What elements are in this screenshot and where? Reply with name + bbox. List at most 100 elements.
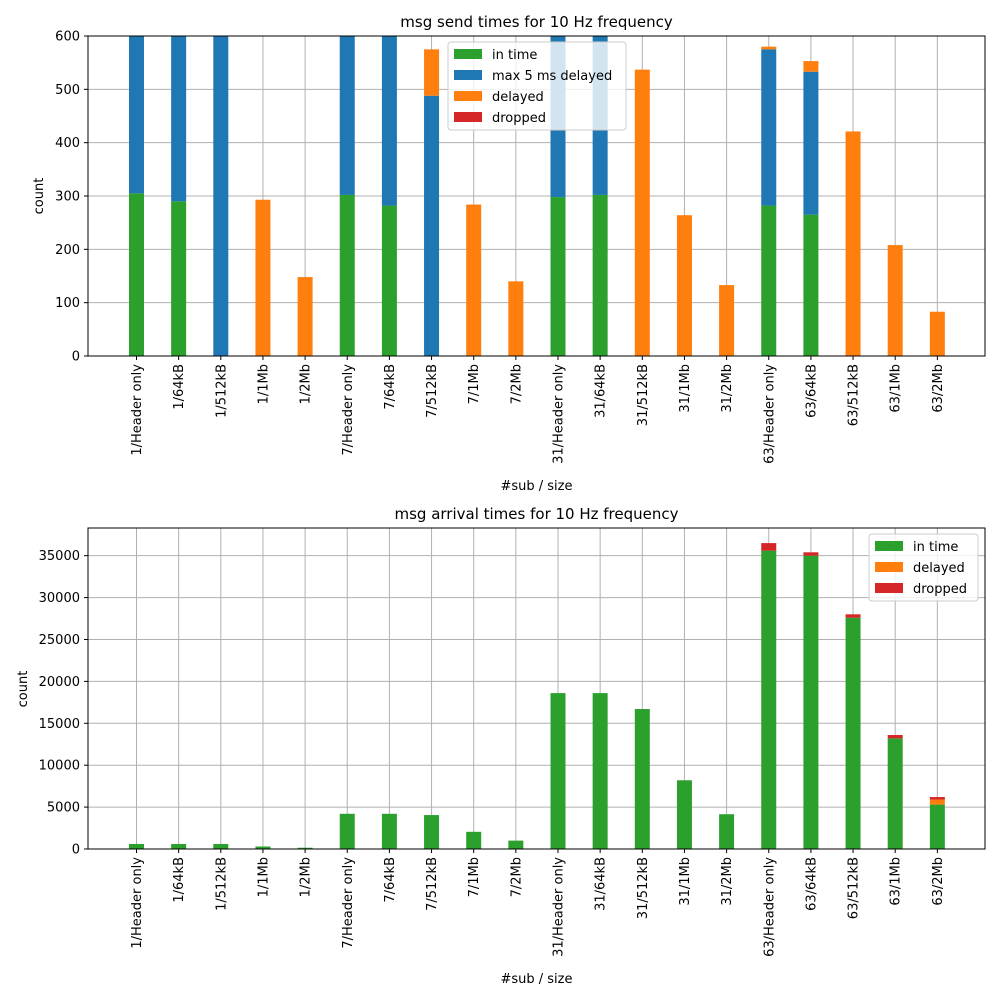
send-chart-legend: in time max 5 ms delayed delayed dropped <box>447 41 627 131</box>
arrival-bar-in-time <box>339 813 355 849</box>
arrival-bar-delayed <box>929 799 945 805</box>
arrival-bar-dropped <box>887 735 903 739</box>
send-x-tick-label: 31/512kB <box>636 364 651 426</box>
arrival-x-tick-label: 31/1Mb <box>678 857 693 906</box>
send-legend-box <box>447 41 627 131</box>
arrival-bar-in-time <box>550 693 566 849</box>
arrival-x-tick-label: 1/2Mb <box>299 857 314 897</box>
send-legend-label: max 5 ms delayed <box>492 69 612 84</box>
send-bar-delayed <box>297 277 313 356</box>
send-x-tick-label: 63/512kB <box>847 364 862 426</box>
arrival-y-tick-label: 5000 <box>47 801 80 816</box>
send-x-tick-label: 1/512kB <box>214 364 229 418</box>
send-x-tick-label: 7/512kB <box>425 364 440 418</box>
arrival-bar-dropped <box>761 543 777 551</box>
send-y-tick-label: 500 <box>55 83 80 98</box>
send-bar-max-5-ms-delayed <box>761 49 777 206</box>
send-legend-label: in time <box>492 48 537 63</box>
send-bar-delayed <box>676 215 692 356</box>
arrival-bar-dropped <box>803 552 819 556</box>
arrival-bar-in-time <box>466 831 482 849</box>
arrival-y-tick-label: 15000 <box>39 717 80 732</box>
arrival-bar-in-time <box>424 815 440 849</box>
send-bar-in-time <box>339 194 355 356</box>
arrival-bar-in-time <box>297 847 313 849</box>
send-y-tick-label: 0 <box>72 350 80 365</box>
send-bar-delayed <box>803 61 819 72</box>
send-x-tick-label: 7/64kB <box>383 364 398 410</box>
send-x-tick-label: 31/Header only <box>552 364 567 464</box>
send-bar-delayed <box>466 204 482 356</box>
arrival-x-tick-label: 1/512kB <box>214 857 229 911</box>
arrival-legend-swatch <box>875 562 903 572</box>
send-x-tick-label: 63/2Mb <box>931 364 946 413</box>
send-chart-y-label: count <box>32 178 47 215</box>
arrival-chart-x-label: #sub / size <box>500 972 572 987</box>
send-legend-swatch <box>454 91 482 101</box>
send-chart-x-label: #sub / size <box>500 479 572 494</box>
send-x-tick-label: 1/1Mb <box>256 364 271 404</box>
send-bar-max-5-ms-delayed <box>803 71 819 215</box>
send-bar-delayed <box>508 281 524 356</box>
send-x-tick-label: 31/64kB <box>594 364 609 418</box>
send-legend-swatch <box>454 112 482 122</box>
send-x-tick-label: 7/1Mb <box>467 364 482 404</box>
send-x-tick-label: 63/64kB <box>804 364 819 418</box>
arrival-legend-swatch <box>875 583 903 593</box>
arrival-x-tick-label: 1/Header only <box>130 857 145 949</box>
arrival-legend-swatch <box>875 541 903 551</box>
send-legend-label: delayed <box>492 90 544 105</box>
arrival-bar-in-time <box>634 709 650 849</box>
send-bar-delayed <box>845 131 861 356</box>
arrival-chart-frame <box>87 527 986 850</box>
send-bar-delayed <box>929 311 945 356</box>
arrival-x-tick-label: 7/2Mb <box>509 857 524 897</box>
arrival-x-tick-label: 31/2Mb <box>720 857 735 906</box>
arrival-bar-in-time <box>761 550 777 849</box>
arrival-y-tick-label: 20000 <box>39 675 80 690</box>
send-bar-max-5-ms-delayed <box>339 36 355 195</box>
send-bar-max-5-ms-delayed <box>129 36 144 194</box>
arrival-x-tick-label: 31/Header only <box>552 857 567 957</box>
send-y-tick-label: 200 <box>55 243 80 258</box>
send-x-tick-label: 31/1Mb <box>678 364 693 413</box>
arrival-chart-y-ticks: 0 5000 10000 15000 20000 25000 30000 35000 <box>39 549 88 858</box>
arrival-x-tick-label: 63/2Mb <box>931 857 946 906</box>
send-legend-label: dropped <box>492 111 546 126</box>
arrival-chart-title: msg arrival times for 10 Hz frequency <box>394 505 678 523</box>
send-bar-in-time <box>592 194 608 356</box>
send-chart-y-ticks: 0 100 200 300 400 500 600 <box>55 30 88 365</box>
arrival-x-tick-label: 7/512kB <box>425 857 440 911</box>
arrival-y-tick-label: 35000 <box>39 549 80 564</box>
send-x-tick-label: 7/Header only <box>341 364 356 456</box>
send-times-chart: msg send times for 10 Hz frequency 0 100 2… <box>32 13 986 494</box>
arrival-bar-in-time <box>929 804 945 849</box>
send-x-tick-label: 63/Header only <box>762 364 777 464</box>
arrival-y-tick-label: 30000 <box>39 591 80 606</box>
send-bar-in-time <box>381 205 397 356</box>
arrival-chart-x-ticks: 1/Header only 1/64kB 1/512kB 1/1Mb 1/2Mb 7/He… <box>130 849 946 957</box>
send-legend-swatch <box>454 70 482 80</box>
send-x-tick-label: 31/2Mb <box>720 364 735 413</box>
send-chart-x-ticks: 1/Header only 1/64kB 1/512kB 1/1Mb 1/2Mb 7/He… <box>130 356 946 464</box>
send-bar-max-5-ms-delayed <box>171 36 187 202</box>
send-bar-in-time <box>550 197 566 356</box>
arrival-bar-in-time <box>508 840 524 849</box>
arrival-x-tick-label: 63/512kB <box>847 857 862 919</box>
send-y-tick-label: 600 <box>55 30 80 45</box>
send-bar-in-time <box>171 201 187 356</box>
arrival-bar-in-time <box>719 814 735 849</box>
send-bar-max-5-ms-delayed <box>213 36 229 356</box>
send-bar-delayed <box>424 49 440 96</box>
arrival-y-tick-label: 10000 <box>39 759 80 774</box>
send-y-tick-label: 300 <box>55 190 80 205</box>
send-bar-delayed <box>634 69 650 356</box>
arrival-y-tick-label: 0 <box>72 843 80 858</box>
send-bar-delayed <box>887 245 903 356</box>
arrival-bar-dropped <box>929 797 945 800</box>
arrival-x-tick-label: 31/64kB <box>594 857 609 911</box>
arrival-bar-in-time <box>129 843 144 849</box>
send-bar-max-5-ms-delayed <box>424 95 440 356</box>
send-y-tick-label: 400 <box>55 136 80 151</box>
